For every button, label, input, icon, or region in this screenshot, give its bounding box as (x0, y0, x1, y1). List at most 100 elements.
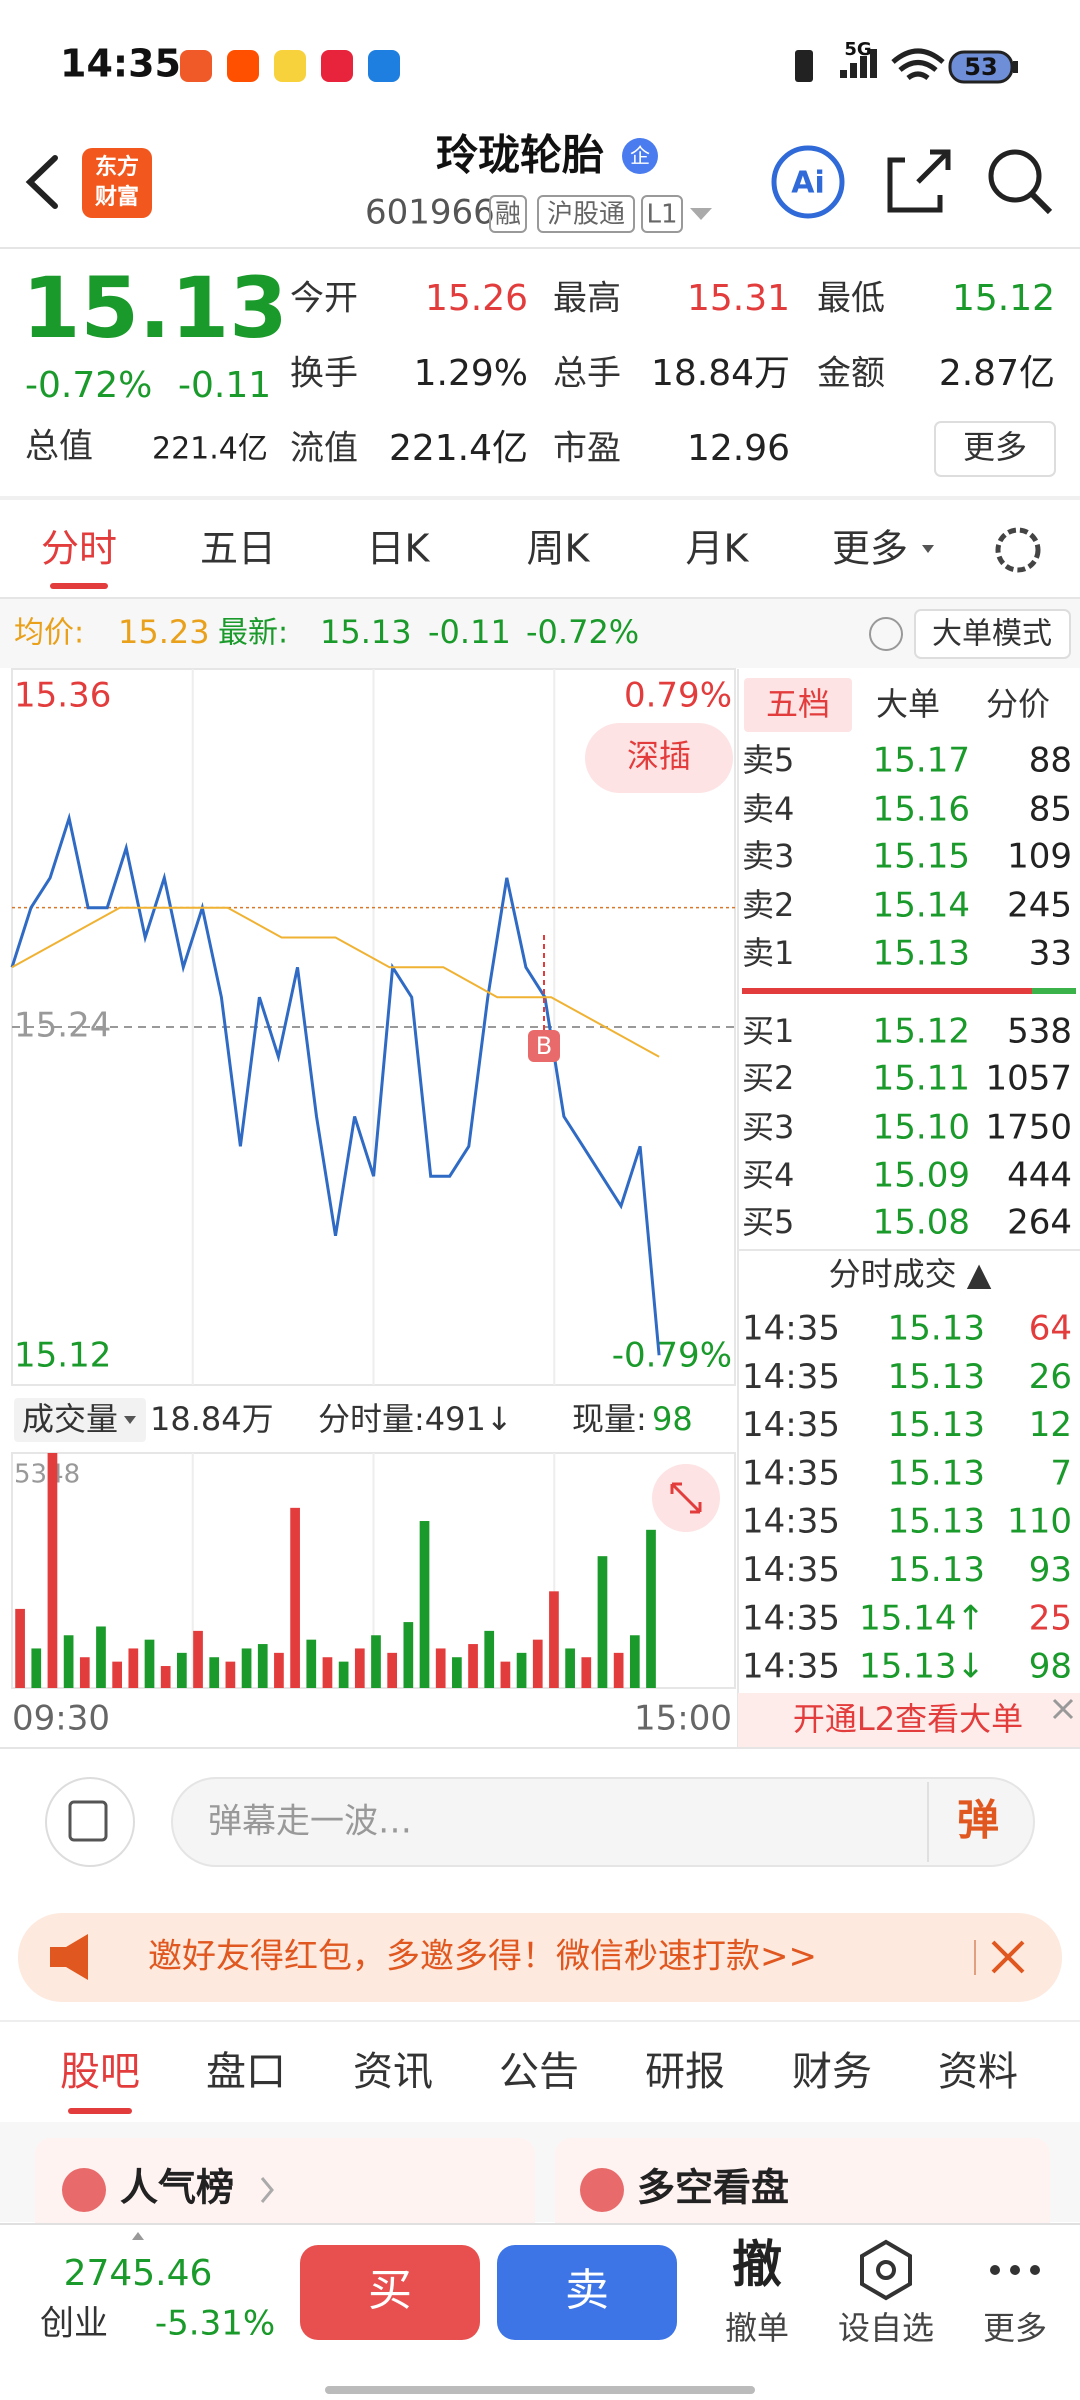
ob-price: 15.15 (873, 837, 970, 877)
volume-bar (419, 1521, 430, 1688)
l2-link[interactable]: 开通L2查看大单 (793, 1700, 1023, 1738)
index-change: -5.31% (155, 2304, 275, 2344)
ob-volume: 538 (1007, 1012, 1072, 1052)
trade-time: 14:35 (742, 1405, 840, 1445)
app-icon (321, 50, 353, 82)
period-tab[interactable]: 月K (686, 527, 750, 571)
volume-bar (79, 1657, 90, 1688)
ai-button[interactable] (771, 145, 845, 219)
watch-icon[interactable] (860, 2239, 912, 2301)
trade-price: 15.13↓ (859, 1647, 985, 1687)
battery-tip (1013, 61, 1018, 73)
megaphone (50, 1934, 88, 1980)
trade-time: 14:35 (742, 1598, 840, 1638)
ob-volume: 264 (1007, 1203, 1072, 1243)
y2-tick-label: 0.79% (624, 676, 732, 716)
ob-volume: 33 (1029, 934, 1072, 974)
period-tab[interactable]: 日K (367, 527, 431, 571)
volume-select[interactable] (14, 1398, 146, 1442)
volume-bar (435, 1648, 446, 1688)
more-button[interactable] (934, 421, 1056, 477)
search-button[interactable] (988, 149, 1042, 203)
home-indicator (325, 2386, 755, 2394)
comment-send[interactable]: 弹 (957, 1796, 999, 1845)
help-button[interactable] (869, 617, 903, 651)
period-tab[interactable]: 周K (527, 527, 591, 571)
comment-settings[interactable] (45, 1777, 135, 1867)
volume-total: 18.84万 (150, 1400, 274, 1438)
card[interactable] (555, 2138, 1050, 2238)
section-tab[interactable]: 股吧 (60, 2049, 140, 2095)
volume-bar (500, 1661, 511, 1688)
ob-tab[interactable]: 分价 (986, 685, 1050, 723)
section-tab[interactable]: 财务 (792, 2049, 872, 2095)
volume-bar (338, 1661, 349, 1688)
cancel-icon[interactable]: 撤 (732, 2236, 782, 2294)
expand-icon (670, 1482, 702, 1514)
mode-button[interactable] (914, 609, 1071, 659)
section-tab[interactable]: 盘口 (206, 2049, 286, 2095)
volume-bar (516, 1652, 527, 1688)
card-title: 人气榜 (120, 2166, 234, 2210)
stat-label: 最高 (553, 279, 621, 319)
ob-label: 买4 (742, 1156, 794, 1194)
section-tab[interactable]: 公告 (499, 2049, 579, 2095)
volume-bar (403, 1622, 414, 1688)
ob-price: 15.10 (873, 1108, 970, 1148)
ob-tab[interactable]: 大单 (876, 685, 940, 723)
trade-time: 14:35 (742, 1502, 840, 1542)
volume-bar (306, 1639, 317, 1688)
shortcut-button[interactable] (585, 723, 733, 793)
volume-bar (581, 1657, 592, 1688)
ob-volume: 1750 (985, 1108, 1072, 1148)
period-tab[interactable]: 分时 (41, 527, 117, 571)
period-tab[interactable]: 更多 (832, 527, 908, 571)
banner-close[interactable] (991, 1940, 1025, 1974)
buy-button[interactable] (300, 2245, 480, 2340)
settings-button[interactable] (995, 527, 1041, 573)
trade-time: 14:35 (742, 1357, 840, 1397)
app-icon (274, 50, 306, 82)
back-button[interactable] (25, 155, 58, 209)
card[interactable] (35, 2138, 535, 2238)
trade-price: 15.13 (888, 1502, 985, 1542)
share-button[interactable] (887, 149, 951, 213)
volume-bar (484, 1630, 495, 1688)
volume-bar (629, 1635, 640, 1688)
section-tab[interactable]: 资料 (938, 2049, 1018, 2095)
section-tab[interactable]: 资讯 (353, 2049, 433, 2095)
app-icon (227, 50, 259, 82)
more-text[interactable]: 更多 (983, 2309, 1047, 2347)
search-handle (1029, 191, 1053, 215)
banner[interactable] (18, 1913, 1062, 2002)
battery (948, 50, 1014, 84)
signal-bar (860, 56, 867, 78)
volume-bar (354, 1648, 365, 1688)
y2-tick-label: -0.79% (612, 1336, 732, 1376)
volume-bar (96, 1626, 106, 1688)
stat-value: 18.84万 (651, 353, 790, 394)
ob-price: 15.13 (873, 934, 970, 974)
volume-bar (322, 1657, 333, 1688)
trades-title: 分时成交 ▲ (829, 1255, 992, 1293)
ob-tab[interactable]: 五档 (766, 685, 830, 723)
trade-volume: 93 (1029, 1550, 1072, 1590)
volume-bar (47, 1453, 58, 1688)
volume-bar (274, 1652, 284, 1688)
trade-volume: 110 (1007, 1502, 1072, 1542)
section-tab[interactable]: 研报 (645, 2049, 725, 2095)
volume-bar (565, 1648, 575, 1688)
volume-bar (241, 1648, 252, 1688)
ob-label: 卖4 (742, 790, 794, 828)
sell-button[interactable] (497, 2245, 677, 2340)
trade-volume: 98 (1029, 1647, 1072, 1687)
l2-close[interactable] (1052, 1698, 1074, 1720)
mode-text: 大单模式 (932, 617, 1052, 652)
comment-input[interactable] (171, 1777, 1035, 1867)
ob-label: 买3 (742, 1108, 794, 1146)
period-tab[interactable]: 五日 (200, 527, 276, 571)
spread-line-red (742, 988, 1032, 994)
volume-bar (193, 1630, 203, 1688)
